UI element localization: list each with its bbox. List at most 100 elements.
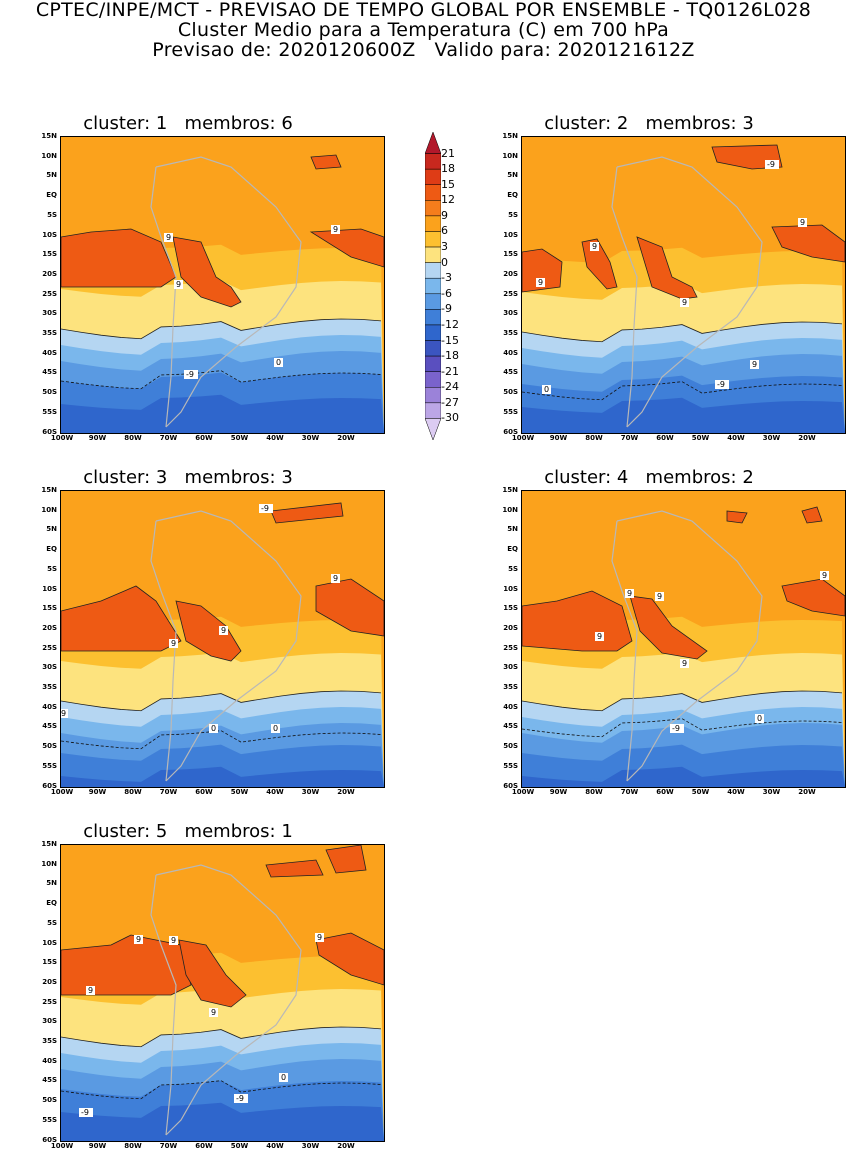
lat-tick-label: 50S (503, 742, 518, 751)
lat-tick-label: 55S (503, 407, 518, 416)
lon-tick-label: 50W (230, 1142, 249, 1150)
colorbar-swatch (424, 277, 442, 295)
lat-tick-label: EQ (507, 191, 518, 200)
lon-tick-label: 90W (88, 788, 107, 796)
svg-text:9: 9 (627, 589, 632, 598)
members-count: 3 (742, 113, 754, 134)
lon-tick-label: 60W (656, 788, 674, 796)
svg-text:0: 0 (276, 358, 281, 367)
lat-tick-label: 45S (503, 368, 518, 377)
cluster-label: cluster: (83, 113, 151, 134)
lon-tick-label: 40W (727, 788, 745, 796)
lon-tick-label: 40W (727, 434, 745, 442)
svg-text:-9: -9 (81, 1108, 89, 1117)
lat-tick-label: 40S (42, 702, 57, 711)
contour-label: -9 (765, 160, 779, 169)
lon-tick-label: 40W (266, 788, 284, 796)
contour-label: 9 (680, 298, 689, 307)
lon-tick-label: 80W (585, 434, 603, 442)
lon-tick-label: 30W (762, 788, 781, 796)
lon-tick-label: 40W (266, 1142, 284, 1150)
svg-text:9: 9 (136, 935, 141, 944)
colorbar-label: 21 (441, 146, 455, 160)
cluster-label: cluster: (83, 821, 151, 842)
lon-tick-label: 90W (88, 1142, 107, 1150)
cluster-number: 3 (155, 467, 168, 488)
lat-tick-label: 15N (41, 840, 57, 848)
colorbar-label: -6 (441, 286, 452, 300)
contour-label: 0 (209, 724, 218, 733)
svg-text:9: 9 (800, 218, 805, 227)
lon-tick-label: 100W (511, 788, 535, 796)
lat-tick-label: 60S (503, 781, 518, 790)
lat-tick-label: 35S (42, 683, 57, 691)
svg-text:9: 9 (171, 639, 176, 648)
colorbar-label: 3 (441, 240, 448, 254)
lat-tick-label: 30S (42, 309, 57, 318)
lat-tick-label: 25S (503, 289, 518, 298)
lat-tick-label: 55S (42, 1115, 57, 1124)
svg-text:-9: -9 (236, 1094, 244, 1103)
lat-tick-label: 40S (503, 702, 518, 711)
lon-tick-label: 60W (195, 1142, 213, 1150)
cluster-number: 1 (155, 113, 168, 134)
colorbar-swatch (424, 215, 442, 232)
contour-label: 9 (134, 935, 143, 944)
colorbar-swatch (424, 387, 442, 404)
colorbar-label: -12 (441, 317, 459, 331)
svg-text:9: 9 (61, 709, 66, 718)
contour-label: 9 (86, 986, 95, 995)
lon-tick-label: 50W (230, 434, 249, 442)
lon-tick-label: 100W (50, 1142, 74, 1150)
lat-tick-label: 15S (42, 250, 57, 259)
cluster-panel-4: cluster: 4 membros: 2 15N 10N 5N EQ 5S 10S 15S 2… (484, 467, 847, 797)
colorbar-label: -30 (441, 411, 459, 425)
contour-label: 9 (169, 936, 178, 945)
members-count: 3 (281, 467, 293, 488)
lat-tick-label: 50S (42, 742, 57, 751)
lon-tick-label: 50W (691, 434, 710, 442)
lat-tick-label: 5S (508, 210, 518, 219)
svg-text:9: 9 (682, 298, 687, 307)
lat-tick-label: 40S (503, 348, 518, 357)
contour-label: 9 (219, 626, 228, 635)
svg-text:9: 9 (822, 571, 827, 580)
contour-label: 9 (798, 218, 807, 227)
colorbar-swatch (424, 131, 442, 154)
cluster-panel-2: cluster: 2 membros: 3 15N 10N 5N EQ 5S 10S 15S 2… (484, 113, 847, 443)
lat-tick-label: 10N (41, 505, 57, 514)
lon-tick-label: 90W (88, 434, 107, 442)
lon-tick-label: 80W (124, 434, 142, 442)
colorbar-swatch (424, 371, 442, 388)
lon-tick-label: 70W (620, 788, 639, 796)
lat-tick-label: 5N (46, 525, 57, 534)
contour-label: 9 (595, 632, 604, 641)
colorbar-swatch (424, 231, 442, 248)
lat-tick-label: 15S (503, 604, 518, 613)
lon-tick-label: 20W (337, 434, 355, 442)
lat-tick-label: 10S (42, 938, 57, 947)
contour-label: 0 (279, 1073, 288, 1082)
colorbar-swatch (424, 355, 442, 372)
contour-label: 9 (169, 639, 178, 648)
lat-tick-label: 10S (42, 584, 57, 593)
lat-tick-label: EQ (46, 545, 57, 554)
lat-tick-label: 35S (503, 329, 518, 337)
lat-tick-label: 15S (42, 604, 57, 613)
colorbar-swatch (424, 184, 442, 201)
contour-label: 9 (536, 278, 545, 287)
colorbar-scale (424, 131, 442, 441)
lat-tick-label: 45S (42, 722, 57, 731)
lat-tick-label: 45S (503, 722, 518, 731)
lat-tick-label: 30S (503, 309, 518, 318)
contour-field: 9 9 9 9 9 0 -9 (522, 491, 845, 787)
cluster-panel-5: cluster: 5 membros: 1 15N 10N 5N EQ 5S 10S 15S 2… (23, 821, 408, 1151)
cluster-label: cluster: (544, 467, 612, 488)
members-label: membros: (645, 113, 737, 134)
svg-text:-9: -9 (261, 504, 269, 513)
members-label: membros: (645, 467, 737, 488)
lat-tick-label: 10S (42, 230, 57, 239)
svg-text:-9: -9 (717, 380, 725, 389)
lon-tick-label: 40W (266, 434, 284, 442)
members-label: membros: (184, 821, 276, 842)
